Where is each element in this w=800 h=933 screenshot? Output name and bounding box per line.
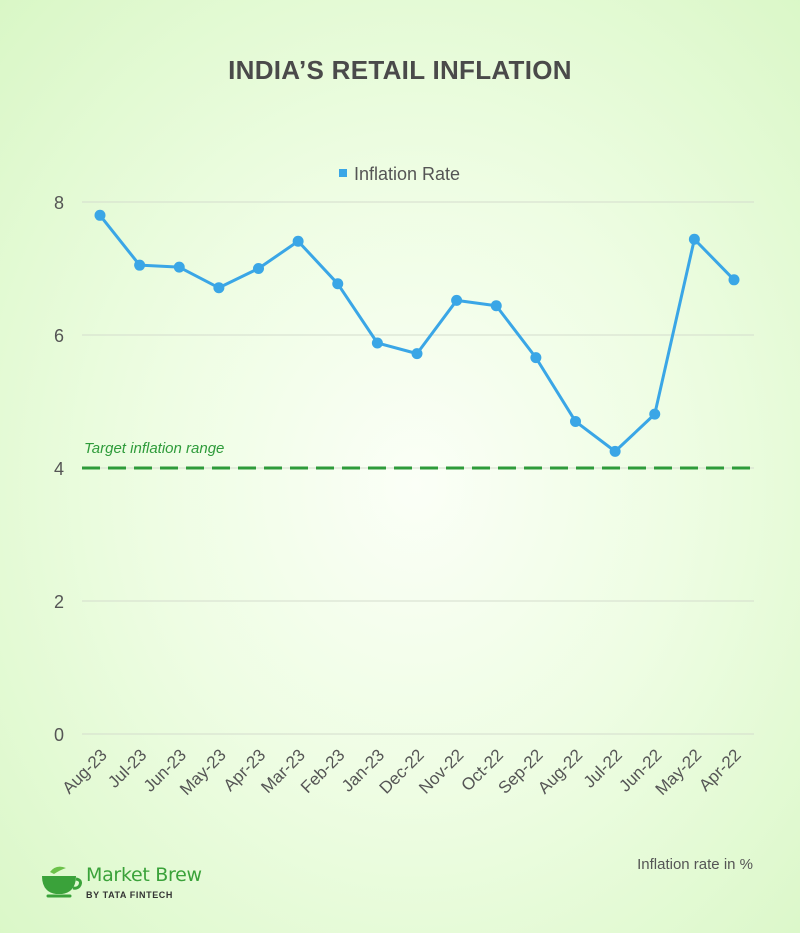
series-line <box>98 214 736 453</box>
y-tick-label: 4 <box>54 459 64 479</box>
y-tick-label: 8 <box>54 193 64 213</box>
x-tick-label: Aug-23 <box>59 745 111 797</box>
data-point <box>490 300 502 312</box>
legend-swatch <box>339 169 347 177</box>
teacup-icon <box>42 866 82 898</box>
data-point <box>332 278 344 290</box>
data-point <box>253 263 264 274</box>
y-tick-label: 6 <box>54 326 64 346</box>
x-tick-label: Aug-22 <box>534 745 586 797</box>
chart-title: INDIA’S RETAIL INFLATION <box>228 55 572 85</box>
brand-name: Market Brew <box>86 864 202 886</box>
data-point <box>134 259 146 271</box>
y-tick-label: 2 <box>54 592 64 612</box>
data-point <box>213 282 225 294</box>
data-point <box>411 348 423 360</box>
data-point <box>173 261 185 273</box>
data-point <box>530 352 542 364</box>
x-tick-label: Nov-22 <box>415 745 467 797</box>
x-tick-label: Apr-22 <box>695 745 745 795</box>
brand-subtitle: BY TATA FINTECH <box>86 890 173 900</box>
x-tick-label: Feb-23 <box>297 745 349 797</box>
data-point <box>609 445 621 457</box>
data-point <box>728 274 740 286</box>
data-point <box>570 415 581 427</box>
legend-label: Inflation Rate <box>354 164 460 184</box>
data-point <box>292 235 304 247</box>
unit-note: Inflation rate in % <box>637 856 753 873</box>
data-point <box>688 233 700 245</box>
target-line-label: Target inflation range <box>84 440 224 457</box>
x-tick-label: Mar-23 <box>257 745 309 797</box>
brand-logo: Market Brew BY TATA FINTECH <box>36 858 236 908</box>
y-tick-label: 0 <box>54 725 64 745</box>
data-point <box>451 294 463 306</box>
data-point <box>94 209 106 221</box>
data-point <box>371 337 383 349</box>
data-point <box>649 408 661 420</box>
